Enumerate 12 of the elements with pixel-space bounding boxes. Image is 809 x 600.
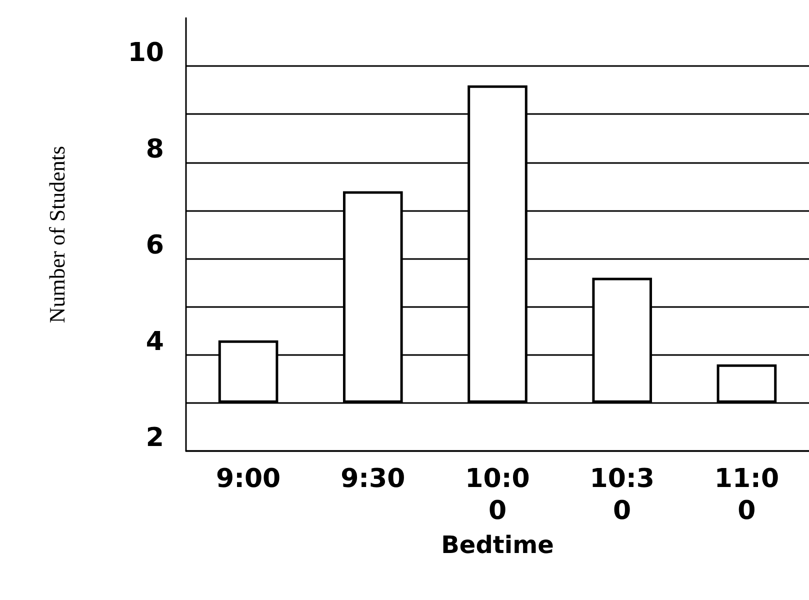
y-tick-label: 10	[128, 38, 164, 68]
x-tick-label: 11:00	[714, 464, 780, 526]
x-tick-label: 10:00	[465, 464, 530, 526]
y-axis-title: Number of Students	[44, 146, 70, 324]
x-axis-title: Bedtime	[441, 531, 554, 559]
y-tick-label: 8	[146, 134, 164, 164]
y-tick-label: 4	[146, 326, 164, 357]
y-tick-label: 2	[146, 423, 164, 453]
x-tick-label: 9:30	[340, 464, 406, 494]
y-tick-label: 6	[146, 230, 164, 261]
x-tick-label: 10:30	[590, 464, 654, 526]
x-tick-label: 9:00	[216, 464, 281, 494]
